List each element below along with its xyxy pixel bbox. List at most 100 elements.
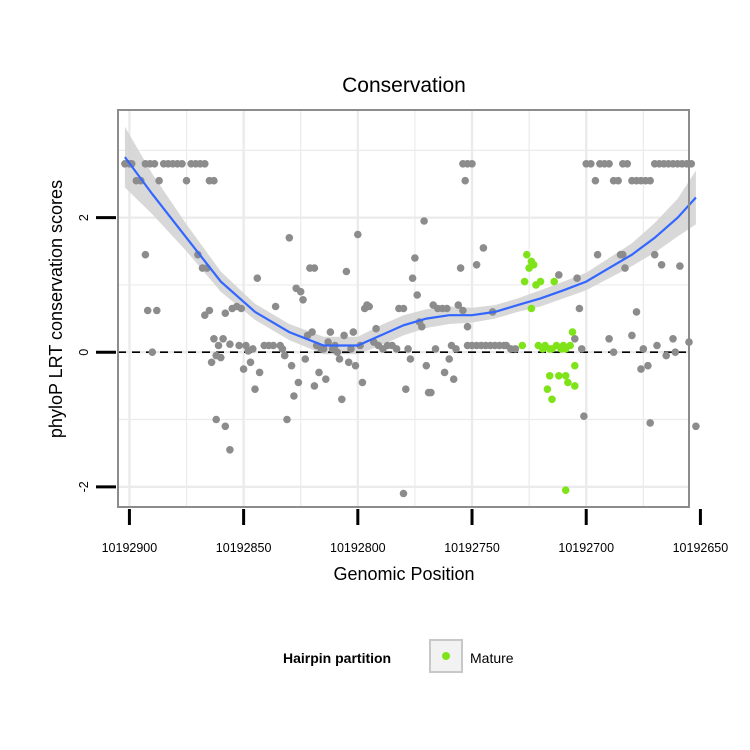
y-tick-label: 0 (77, 349, 91, 356)
point-other (212, 415, 220, 424)
point-other (287, 361, 296, 370)
point-other (239, 365, 248, 373)
point-other (619, 250, 627, 259)
x-tick-label: 10192650 (673, 541, 729, 555)
point-other (143, 306, 152, 315)
point-other (372, 324, 380, 333)
point-mature (550, 277, 558, 286)
y-axis-label: phyloP LRT conservation scores (46, 180, 66, 438)
point-other (326, 328, 335, 336)
point-other (593, 250, 602, 259)
point-other (201, 311, 209, 320)
point-other (445, 355, 454, 363)
point-other (646, 176, 654, 185)
point-mature (536, 277, 545, 286)
point-other (456, 264, 465, 272)
point-other (392, 345, 401, 353)
point-other (301, 355, 310, 363)
point-other (210, 176, 218, 185)
point-other (207, 358, 216, 367)
point-other (637, 365, 645, 373)
point-other (310, 264, 319, 272)
point-other (340, 331, 348, 340)
confidence-band (124, 126, 696, 355)
point-other (221, 309, 230, 318)
point-other (463, 341, 472, 350)
point-other (614, 176, 622, 185)
point-mature (571, 382, 579, 390)
point-other (303, 331, 312, 340)
point-other (283, 415, 291, 424)
point-other (141, 250, 150, 259)
point-other (511, 345, 520, 353)
point-other (440, 368, 449, 377)
point-mature (564, 378, 572, 387)
point-mature (529, 261, 538, 269)
point-other (555, 271, 563, 279)
point-other (399, 489, 408, 498)
point-other (671, 348, 680, 357)
point-mature (520, 277, 529, 286)
x-tick-label: 10192750 (444, 541, 500, 555)
point-mature (568, 328, 577, 336)
point-other (422, 361, 431, 370)
point-other (219, 335, 227, 343)
x-tick-label: 10192850 (216, 541, 272, 555)
point-other (317, 345, 326, 353)
point-other (399, 304, 408, 313)
point-other (333, 348, 342, 357)
point-other (358, 378, 367, 387)
point-other (271, 302, 280, 311)
point-other (402, 385, 410, 394)
point-other (479, 244, 488, 252)
point-other (349, 328, 358, 336)
point-other (354, 230, 362, 239)
point-other (201, 160, 209, 168)
point-other (463, 322, 472, 331)
point-other (148, 348, 157, 357)
point-other (296, 287, 305, 296)
point-other (365, 302, 374, 311)
point-other (347, 345, 355, 353)
point-other (646, 419, 654, 427)
point-other (251, 385, 259, 394)
point-other (269, 341, 278, 350)
point-other (459, 306, 467, 315)
point-other (580, 412, 588, 421)
point-other (449, 375, 458, 384)
point-other (194, 250, 202, 259)
point-other (621, 264, 629, 272)
point-other (452, 345, 460, 353)
smooth-fit-line (124, 156, 697, 347)
point-other (653, 341, 661, 350)
point-other (650, 250, 659, 259)
x-tick-label: 10192800 (330, 541, 386, 555)
point-other (255, 368, 264, 377)
point-mature (523, 250, 531, 259)
point-other (210, 335, 218, 343)
point-other (342, 267, 351, 276)
point-other (418, 322, 426, 331)
smooth-line (124, 156, 697, 347)
point-other (155, 176, 163, 185)
point-mature (543, 385, 552, 394)
x-tick-label: 10192700 (558, 541, 614, 555)
point-other (609, 348, 618, 357)
y-axis-ticks: -2 0 2 (77, 214, 116, 492)
point-other (662, 351, 670, 360)
point-other (413, 291, 422, 299)
point-other (461, 176, 470, 185)
legend: Hairpin partition Mature (283, 639, 514, 673)
point-other (214, 341, 223, 350)
point-other (657, 261, 666, 269)
point-mature (527, 304, 536, 313)
point-mature (555, 372, 563, 380)
chart-title: Conservation (342, 74, 466, 97)
x-axis-ticks: 10192900 10192850 10192800 10192750 10192700… (102, 509, 729, 555)
point-other (571, 335, 579, 343)
point-other (182, 176, 191, 185)
point-mature (548, 395, 556, 404)
x-axis-label: Genomic Position (333, 564, 474, 584)
point-other (639, 345, 648, 353)
point-other (294, 378, 303, 387)
